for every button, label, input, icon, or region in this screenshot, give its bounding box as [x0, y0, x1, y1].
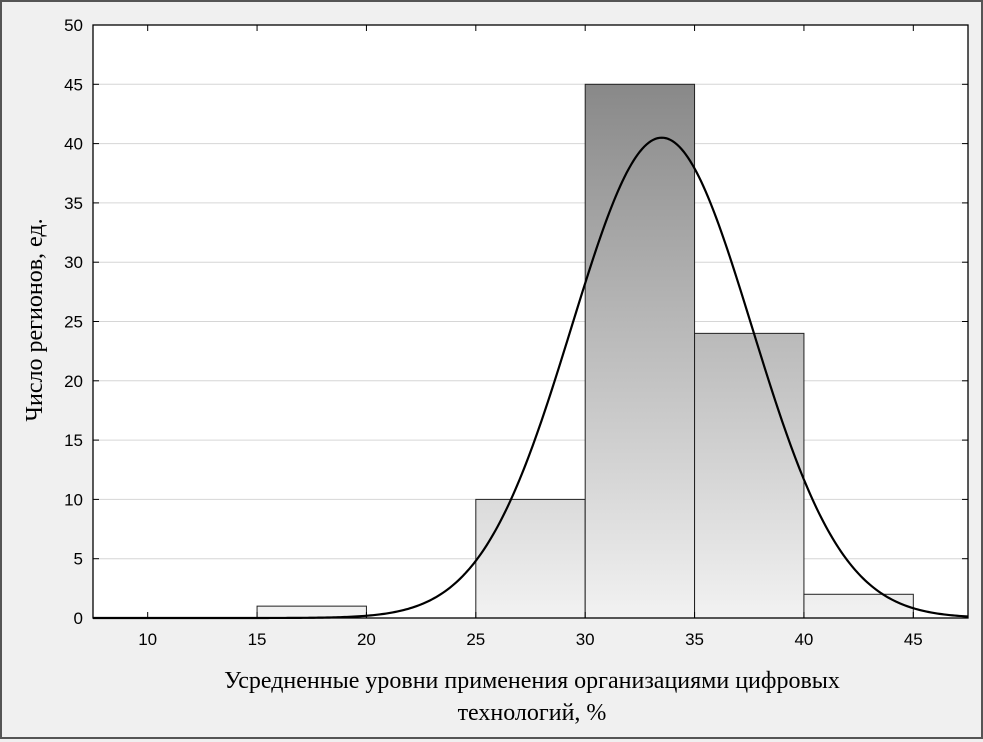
- x-axis-title-line-2: технологий, %: [458, 700, 607, 726]
- histogram-bar: [475, 498, 586, 619]
- y-axis-title: Число регионов, ед.: [22, 218, 48, 421]
- y-tick-label: 15: [64, 431, 83, 450]
- axis-ticks: 0 5 10 15 20 25 30 35 40 45 50 10 15 20 25 30 35 40 45: [64, 16, 968, 649]
- y-tick-label: 25: [64, 313, 83, 332]
- y-tick-label: 35: [64, 194, 83, 213]
- y-tick-label: 50: [64, 16, 83, 35]
- y-tick-label: 5: [74, 550, 83, 569]
- x-tick-label: 35: [685, 630, 704, 649]
- x-tick-label: 45: [904, 630, 923, 649]
- x-tick-label: 20: [357, 630, 376, 649]
- y-tick-label: 45: [64, 75, 83, 94]
- y-tick-label: 40: [64, 135, 83, 154]
- x-tick-label: 30: [576, 630, 595, 649]
- y-tick-label: 20: [64, 372, 83, 391]
- histogram-bars: [256, 83, 914, 619]
- histogram-bar: [694, 332, 805, 619]
- x-tick-label: 15: [248, 630, 267, 649]
- x-tick-label: 40: [794, 630, 813, 649]
- x-tick-label: 25: [466, 630, 485, 649]
- y-tick-label: 30: [64, 253, 83, 272]
- histogram-bar: [584, 83, 696, 619]
- histogram-bar: [803, 593, 914, 619]
- y-tick-label: 10: [64, 490, 83, 509]
- x-tick-label: 10: [138, 630, 157, 649]
- y-tick-label: 0: [74, 609, 83, 628]
- x-axis-title-line-1: Усредненные уровни применения организаци…: [224, 668, 840, 694]
